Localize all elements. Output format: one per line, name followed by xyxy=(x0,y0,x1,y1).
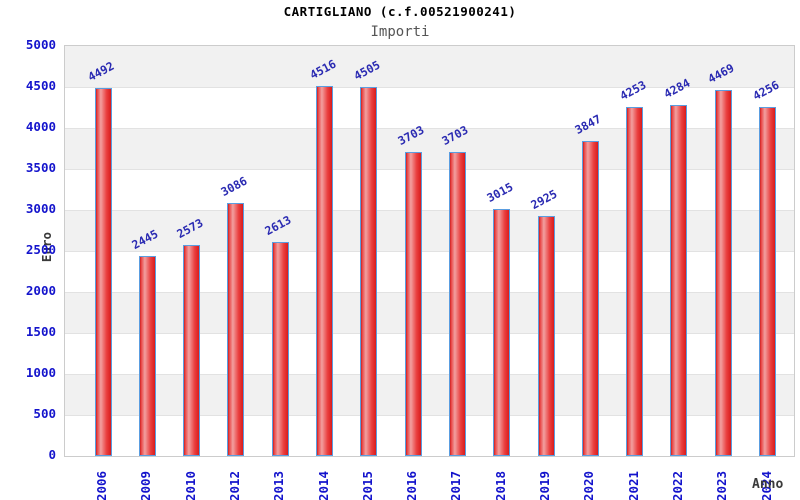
y-tick-label: 3500 xyxy=(25,160,56,175)
bar xyxy=(138,255,156,456)
bar xyxy=(360,86,378,456)
plot-band xyxy=(65,46,794,87)
gridline xyxy=(65,87,794,88)
y-tick-label: 3000 xyxy=(25,201,56,216)
x-tick-label: 2015 xyxy=(359,470,375,500)
x-tick-label: 2021 xyxy=(625,470,641,500)
y-tick-label: 0 xyxy=(48,447,56,462)
x-tick-label: 2010 xyxy=(182,470,198,500)
x-axis-title: Anno xyxy=(752,477,784,492)
y-tick-label: 1500 xyxy=(25,324,56,339)
x-tick-label: 2012 xyxy=(226,470,242,500)
bar xyxy=(227,202,245,456)
x-tick-label: 2009 xyxy=(138,470,154,500)
x-tick-label: 2017 xyxy=(448,470,464,500)
bar xyxy=(94,87,112,456)
y-tick-label: 5000 xyxy=(25,37,56,52)
y-tick-label: 4000 xyxy=(25,119,56,134)
x-tick-label: 2022 xyxy=(669,470,685,500)
gridline xyxy=(65,333,794,334)
gridline xyxy=(65,292,794,293)
x-tick-label: 2020 xyxy=(581,470,597,500)
bar xyxy=(581,140,599,456)
bar xyxy=(714,89,732,456)
bar xyxy=(271,241,289,456)
bar xyxy=(448,152,466,456)
bar xyxy=(537,216,555,456)
bar xyxy=(759,107,776,456)
bar xyxy=(316,85,333,456)
bar xyxy=(670,104,688,456)
gridline xyxy=(65,251,794,252)
bar xyxy=(626,107,644,456)
gridline xyxy=(65,128,794,129)
y-tick-label: 2500 xyxy=(25,242,56,257)
bar xyxy=(404,152,422,456)
gridline xyxy=(65,169,794,170)
x-tick-label: 2006 xyxy=(94,470,109,500)
gridline xyxy=(65,210,794,211)
chart-subtitle: Importi xyxy=(370,24,430,40)
plot-area: 4492 2445 2573 3086 2613 4516 4505 3703 3703 3015… xyxy=(64,45,795,457)
x-tick-label: 2023 xyxy=(714,470,730,500)
x-tick-label: 2013 xyxy=(271,470,287,500)
y-tick-label: 2000 xyxy=(25,283,56,298)
bar xyxy=(183,245,201,456)
x-tick-label: 2016 xyxy=(404,470,420,500)
gridline xyxy=(65,374,794,375)
chart-title: CARTIGLIANO (c.f.00521900241) xyxy=(283,4,517,19)
x-tick-label: 2014 xyxy=(315,470,331,500)
x-tick-label: 2019 xyxy=(537,470,552,500)
gridline xyxy=(65,415,794,416)
bar xyxy=(493,208,511,456)
y-tick-label: 4500 xyxy=(25,78,56,93)
x-tick-label: 2018 xyxy=(492,470,508,500)
y-tick-label: 500 xyxy=(33,406,56,421)
y-tick-label: 1000 xyxy=(25,365,56,380)
